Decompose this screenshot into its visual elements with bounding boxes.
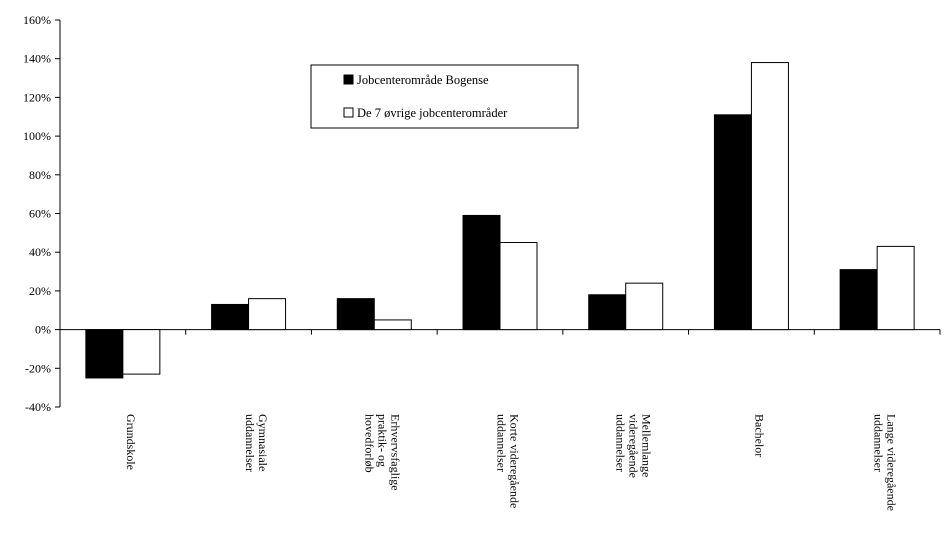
category-label-line: Bachelor <box>752 414 766 457</box>
y-tick-label: 80% <box>29 168 51 182</box>
legend-label-other: De 7 øvrige jobcenterområder <box>357 106 508 120</box>
bars <box>85 62 915 379</box>
category-label-line: Erhvervsfaglige <box>388 414 402 491</box>
bar <box>336 298 375 331</box>
category-label-line: Lange videregående <box>885 414 899 511</box>
legend-swatch-bogense <box>343 74 354 85</box>
legend-label-bogense: Jobcenterområde Bogense <box>357 73 489 87</box>
category-label-line: uddannelser <box>495 414 509 472</box>
category-label-line: Grundskole <box>124 414 138 470</box>
legend-swatch-other <box>343 107 354 118</box>
y-tick-label: 140% <box>23 52 51 66</box>
bar <box>876 245 915 331</box>
bar <box>588 294 627 331</box>
bar <box>750 62 789 331</box>
bar <box>462 214 501 331</box>
y-tick-label: 160% <box>23 13 51 27</box>
y-tick-label: 100% <box>23 129 51 143</box>
y-tick-label: -20% <box>25 361 51 375</box>
axes: -40% -20% 0% 20% 40% 60% 80% 100% 120% 140% 160% <box>23 13 941 414</box>
y-tick-label: 0% <box>35 323 51 337</box>
legend-box <box>310 64 579 129</box>
bar <box>373 319 412 331</box>
bar <box>85 329 124 379</box>
bar <box>625 282 664 331</box>
category-label-group: Grundskole <box>124 414 138 470</box>
category-label-line: uddannelser <box>243 414 257 472</box>
bar <box>499 242 538 331</box>
category-label-group: Bachelor <box>752 414 766 457</box>
category-label-line: praktik- og <box>375 414 389 467</box>
y-tick-label: 20% <box>29 284 51 298</box>
y-tick-label: 60% <box>29 207 51 221</box>
bar <box>211 303 250 331</box>
category-label-line: Mellemlange <box>640 414 654 477</box>
bar <box>122 329 161 375</box>
category-label-line: uddannelser <box>872 414 886 472</box>
y-tick-label: -40% <box>25 400 51 414</box>
category-label-line: hovedforløb <box>362 414 376 473</box>
bar <box>713 114 752 331</box>
y-tick-label: 40% <box>29 245 51 259</box>
legend: Jobcenterområde Bogense De 7 øvrige jobc… <box>310 64 579 129</box>
y-tick-label: 120% <box>23 90 51 104</box>
category-label-line: Gymnasiale <box>256 414 270 471</box>
category-label-line: uddannelser <box>614 414 628 472</box>
category-label-line: Korte videregående <box>508 414 522 508</box>
bar <box>248 298 287 331</box>
bar <box>839 269 878 331</box>
category-label-line: videregående <box>627 414 641 478</box>
